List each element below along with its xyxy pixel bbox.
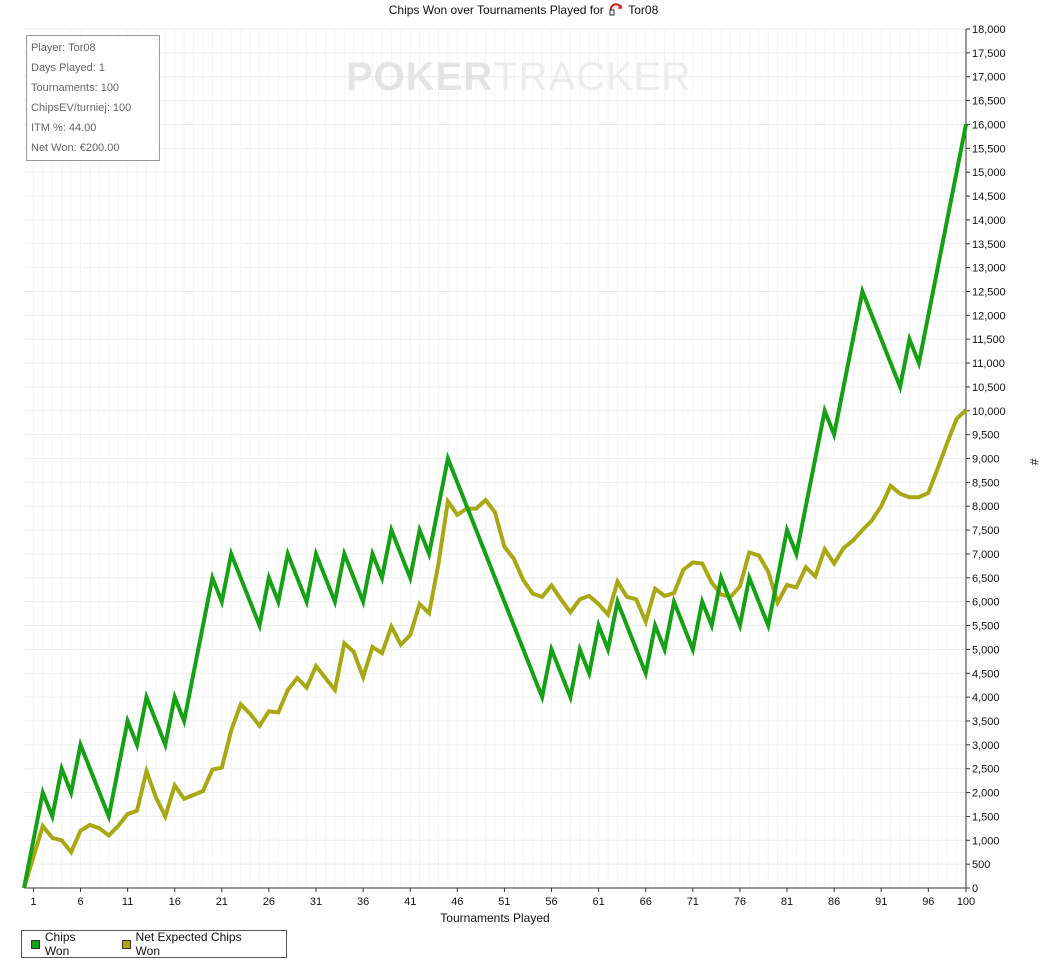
y-tick-label: 8,500 <box>972 477 1000 489</box>
y-tick-label: 16,500 <box>972 96 1006 108</box>
y-tick-label: 7,500 <box>972 525 1000 537</box>
axes <box>24 28 970 892</box>
y-tick-label: 6,000 <box>972 597 1000 609</box>
y-tick-label: 4,000 <box>972 692 1000 704</box>
y-tick-label: 17,500 <box>972 48 1006 60</box>
y-tick-label: 500 <box>972 859 990 871</box>
tick-labels: 0 500 1,000 1,500 2,000 2,500 3,000 3,500 4,000 4… <box>30 24 1005 908</box>
stats-box: Player: Tor08 Days Played: 1 Tournaments… <box>26 35 160 161</box>
x-tick-label: 91 <box>875 896 887 908</box>
x-tick-label: 81 <box>781 896 793 908</box>
x-tick-label: 100 <box>957 896 975 908</box>
y-tick-label: 14,500 <box>972 191 1006 203</box>
stat-chipsev: ChipsEV/turniej: 100 <box>31 102 132 114</box>
y-tick-label: 5,000 <box>972 644 1000 656</box>
y-tick-label: 4,500 <box>972 668 1000 680</box>
poker-chip-icon <box>609 3 623 16</box>
y-tick-label: 16,000 <box>972 119 1006 131</box>
y-tick-label: 9,000 <box>972 454 1000 466</box>
y-tick-label: 10,000 <box>972 406 1006 418</box>
x-axis-label: Tournaments Played <box>440 911 549 925</box>
legend-label-chips-won: Chips Won <box>44 930 76 958</box>
grid-lines <box>24 28 967 889</box>
y-tick-label: 0 <box>972 883 978 895</box>
x-tick-label: 26 <box>263 896 275 908</box>
y-tick-label: 12,000 <box>972 310 1006 322</box>
stat-itm: ITM %: 44.00 <box>31 122 97 134</box>
series-lines <box>22 124 968 889</box>
y-tick-label: 17,000 <box>972 72 1006 84</box>
y-tick-label: 10,500 <box>972 382 1006 394</box>
x-tick-label: 96 <box>922 896 934 908</box>
series-line-chips-won <box>22 124 968 889</box>
x-tick-label: 46 <box>451 896 463 908</box>
x-tick-label: 16 <box>169 896 181 908</box>
chart-title: Chips Won over Tournaments Played for To… <box>0 3 1047 17</box>
stat-net-won: Net Won: €200.00 <box>31 142 120 154</box>
stat-player: Player: Tor08 <box>31 42 96 54</box>
y-tick-label: 7,000 <box>972 549 1000 561</box>
y-tick-label: 13,500 <box>972 239 1006 251</box>
x-tick-label: 41 <box>404 896 416 908</box>
y-tick-label: 2,500 <box>972 764 1000 776</box>
legend-item-net-expected: Net Expected Chips Won <box>121 930 266 958</box>
legend-swatch-net-expected <box>121 939 131 949</box>
y-tick-label: 8,000 <box>972 501 1000 513</box>
stat-tournaments: Tournaments: 100 <box>31 82 120 94</box>
watermark-logo: POKERTRACKER <box>346 55 692 99</box>
y-tick-label: 5,500 <box>972 621 1000 633</box>
y-tick-label: 13,000 <box>972 263 1006 275</box>
x-tick-label: 71 <box>687 896 699 908</box>
y-tick-label: 2,000 <box>972 788 1000 800</box>
y-tick-label: 15,000 <box>972 167 1006 179</box>
y-tick-label: 3,500 <box>972 716 1000 728</box>
y-tick-label: 18,000 <box>972 24 1006 36</box>
chart-title-player: Tor08 <box>628 3 659 17</box>
y-tick-label: 6,500 <box>972 573 1000 585</box>
y-tick-label: 15,500 <box>972 143 1006 155</box>
y-tick-label: 3,000 <box>972 740 1000 752</box>
y-tick-label: 1,000 <box>972 835 1000 847</box>
x-tick-label: 31 <box>310 896 322 908</box>
series-line-net-expected-chips-won <box>22 408 968 889</box>
stat-days-played: Days Played: 1 <box>31 62 105 74</box>
x-tick-label: 21 <box>216 896 228 908</box>
chart-legend: Chips Won Net Expected Chips Won <box>21 930 287 958</box>
x-tick-label: 11 <box>122 896 133 908</box>
x-tick-label: 61 <box>592 896 604 908</box>
legend-item-chips-won: Chips Won <box>31 930 102 958</box>
legend-label-net-expected: Net Expected Chips Won <box>135 930 242 958</box>
x-tick-label: 76 <box>734 896 746 908</box>
y-axis-label: # <box>1027 459 1041 466</box>
x-tick-label: 66 <box>640 896 652 908</box>
x-tick-label: 36 <box>357 896 369 908</box>
y-tick-label: 11,000 <box>972 358 1005 370</box>
y-tick-label: 11,500 <box>972 334 1005 346</box>
y-tick-label: 9,500 <box>972 430 1000 442</box>
y-tick-label: 12,500 <box>972 286 1006 298</box>
x-tick-label: 6 <box>77 896 83 908</box>
chart-title-prefix: Chips Won over Tournaments Played for <box>388 3 604 17</box>
x-tick-label: 1 <box>30 896 36 908</box>
x-tick-label: 86 <box>828 896 840 908</box>
y-tick-label: 14,000 <box>972 215 1006 227</box>
legend-swatch-chips-won <box>31 939 40 949</box>
x-tick-label: 51 <box>498 896 510 908</box>
x-tick-label: 56 <box>545 896 557 908</box>
y-tick-label: 1,500 <box>972 811 1000 823</box>
